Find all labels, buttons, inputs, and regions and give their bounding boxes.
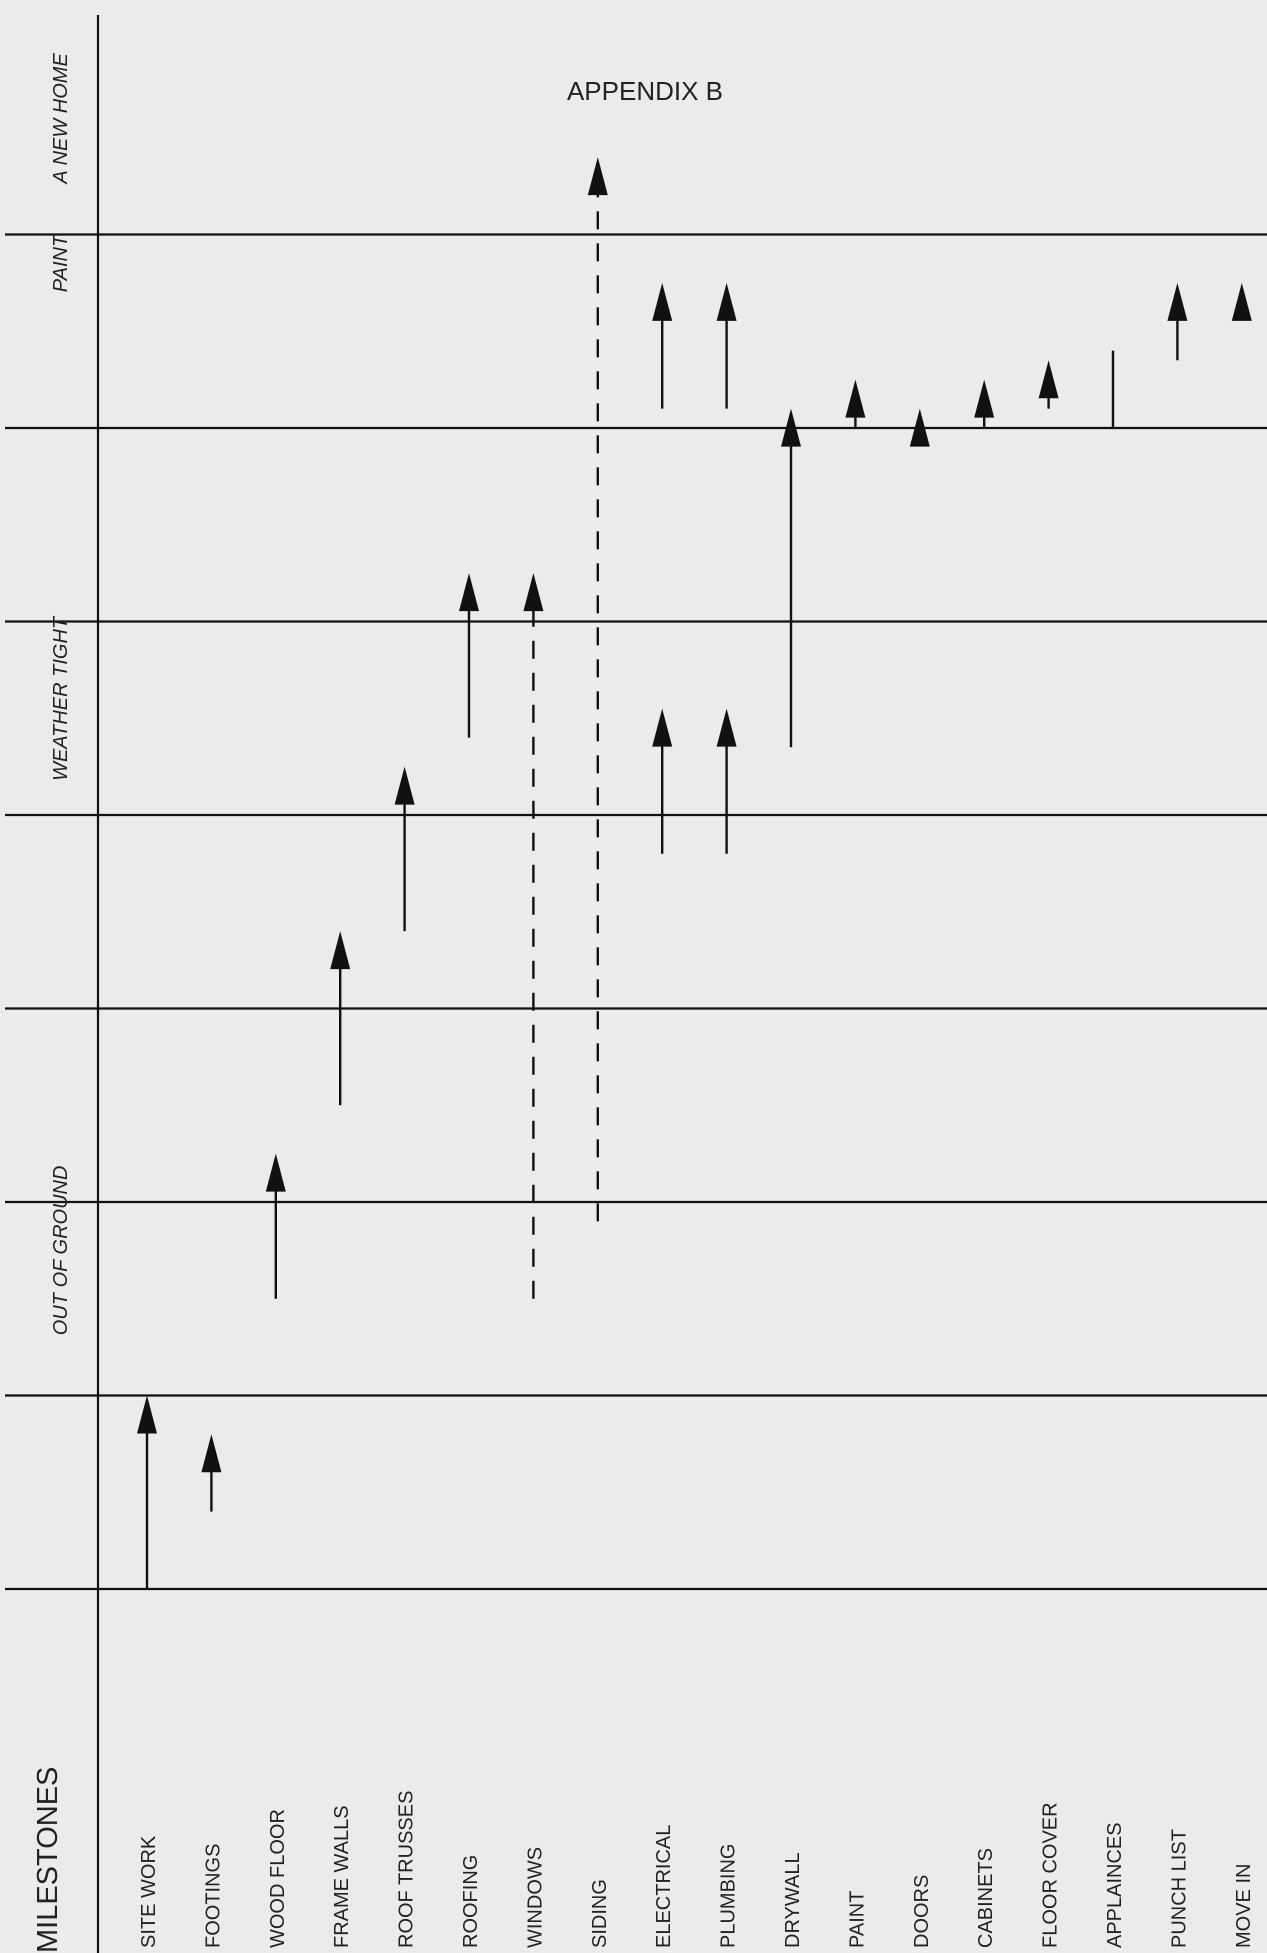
arrow-head	[1038, 360, 1059, 399]
task-label: DRYWALL	[782, 1852, 804, 1948]
arrow-head	[781, 408, 801, 447]
grid-lines	[5, 15, 1267, 1953]
task-arrow	[394, 766, 415, 932]
task-label: APPLAINCES	[1104, 1822, 1126, 1948]
arrow-head	[652, 282, 673, 321]
arrow-head	[1167, 282, 1188, 321]
task-arrow	[1231, 282, 1252, 321]
task-arrow	[1038, 360, 1059, 409]
task-label: PLUMBING	[718, 1844, 740, 1948]
task-label: ROOF TRUSSES	[396, 1791, 418, 1948]
task-arrow	[716, 282, 737, 409]
milestones-header: MILESTONES	[32, 1767, 64, 1953]
task-label: PUNCH LIST	[1168, 1829, 1190, 1948]
milestone-label: A NEW HOME	[50, 53, 72, 185]
task-arrow	[974, 379, 995, 428]
task-label: WOOD FLOOR	[267, 1809, 289, 1948]
arrow-head	[330, 931, 351, 970]
arrow-head	[137, 1395, 157, 1434]
arrow-head	[716, 708, 737, 747]
arrow-head	[652, 708, 673, 747]
arrow-head	[523, 573, 544, 612]
task-label: FOOTINGS	[202, 1844, 224, 1948]
arrow-head	[845, 379, 866, 418]
task-label: PAINT	[846, 1891, 868, 1948]
task-arrow	[652, 708, 673, 854]
arrow-head	[459, 573, 479, 612]
task-label: CABINETS	[975, 1848, 997, 1948]
task-arrows	[137, 157, 1252, 1589]
task-label: SITE WORK	[138, 1835, 160, 1948]
milestone-labels: OUT OF GROUND WEATHER TIGHT PAINT A NEW HOM…	[50, 53, 72, 1336]
task-label: FRAME WALLS	[331, 1805, 353, 1948]
arrow-head	[201, 1434, 222, 1473]
arrow-head	[587, 157, 608, 196]
arrow-head	[909, 408, 930, 447]
task-arrow	[1167, 282, 1188, 361]
task-arrow	[845, 379, 866, 428]
arrow-head	[716, 282, 737, 321]
task-arrow	[137, 1395, 157, 1589]
arrow-head	[1231, 282, 1252, 321]
task-label: SIDING	[589, 1879, 611, 1948]
task-arrow	[716, 708, 737, 854]
arrow-head	[394, 766, 415, 805]
task-arrow	[523, 573, 544, 1299]
arrow-head	[974, 379, 995, 418]
task-labels: SITE WORK FOOTINGS WOOD FLOOR FRAME WALLS RO…	[138, 1791, 1255, 1948]
milestone-label: PAINT	[50, 233, 72, 292]
task-label: FLOOR COVER	[1040, 1802, 1062, 1948]
task-arrow	[459, 573, 479, 738]
task-arrow	[330, 931, 351, 1106]
milestone-label: OUT OF GROUND	[50, 1166, 72, 1336]
task-label: DOORS	[911, 1875, 933, 1948]
task-label: WINDOWS	[524, 1847, 546, 1948]
task-arrow	[587, 157, 608, 1222]
arrow-head	[265, 1153, 286, 1192]
task-label: ELECTRICAL	[653, 1825, 675, 1948]
task-label: ROOFING	[460, 1855, 482, 1948]
task-arrow	[652, 282, 673, 409]
task-arrow	[781, 408, 801, 748]
task-arrow	[265, 1153, 286, 1299]
milestone-label: WEATHER TIGHT	[50, 615, 72, 781]
appendix-title: APPENDIX B	[567, 76, 723, 106]
task-arrow	[201, 1434, 222, 1512]
task-label: MOVE IN	[1233, 1864, 1255, 1948]
task-arrow	[909, 408, 930, 447]
